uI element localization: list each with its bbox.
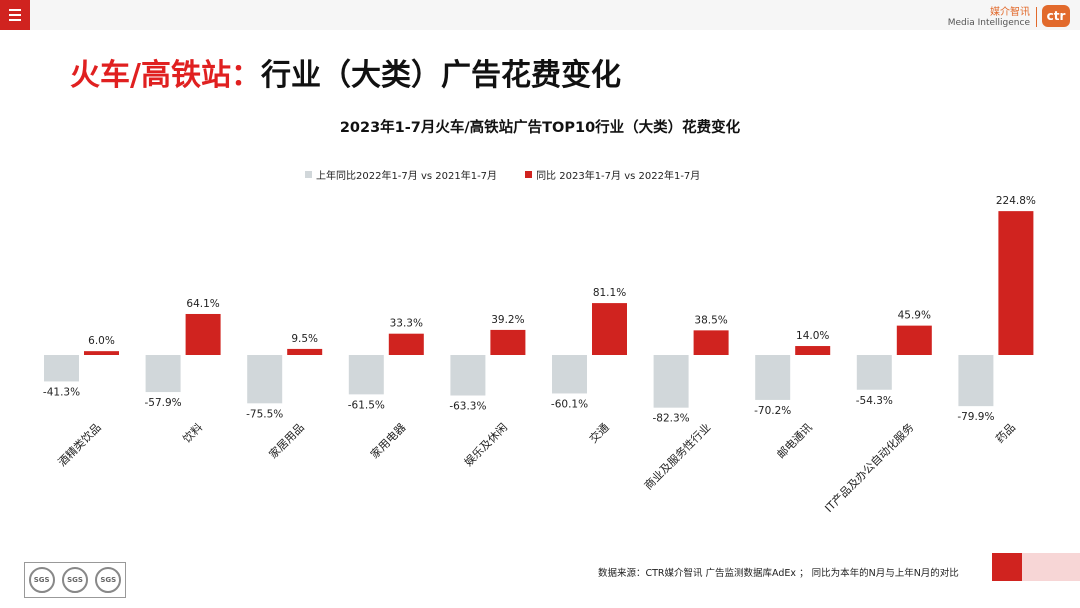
label-curr-9: 224.8%	[996, 195, 1036, 207]
legend-label-curr: 同比 2023年1-7月 vs 2022年1-7月	[536, 171, 701, 182]
label-prev-7: -70.2%	[754, 405, 791, 417]
bar-curr-5	[592, 303, 627, 355]
legend-label-prev: 上年同比2022年1-7月 vs 2021年1-7月	[316, 171, 498, 182]
top-bar: 媒介智讯 Media Intelligence ctr	[0, 0, 1080, 30]
bar-curr-4	[490, 329, 526, 355]
bar-prev-6	[653, 355, 689, 408]
footer-pink-block	[1022, 553, 1080, 581]
bar-curr-7	[795, 346, 831, 355]
chart-legend: 上年同比2022年1-7月 vs 2021年1-7月 同比 2023年1-7月 …	[305, 167, 700, 182]
footer-red-block	[992, 553, 1022, 581]
chart-title: 2023年1-7月火车/高铁站广告TOP10行业（大类）花费变化	[339, 120, 741, 136]
label-prev-9: -79.9%	[957, 411, 994, 423]
bar-curr-0	[84, 351, 119, 355]
bar-curr-6	[693, 330, 729, 355]
label-prev-2: -75.5%	[246, 408, 283, 420]
label-curr-0: 6.0%	[88, 335, 115, 347]
bar-curr-2	[287, 348, 323, 355]
bar-curr-8	[896, 325, 932, 355]
category-label-6: 商业及服务性行业	[641, 420, 713, 492]
category-label-3: 家用电器	[367, 420, 408, 461]
category-label-4: 娱乐及休闲	[461, 420, 510, 469]
brand-text: 媒介智讯 Media Intelligence	[948, 7, 1030, 29]
category-label-9: 药品	[993, 421, 1018, 446]
bar-curr-1	[185, 313, 221, 355]
legend-item-prev: 上年同比2022年1-7月 vs 2021年1-7月	[305, 167, 497, 182]
bar-curr-3	[388, 333, 424, 355]
category-label-2: 家居用品	[266, 420, 307, 461]
label-prev-6: -82.3%	[653, 413, 690, 425]
sgs-badge-icon: SGS	[28, 567, 55, 593]
certification-badges: SGS SGS SGS	[24, 562, 126, 598]
label-prev-3: -61.5%	[348, 399, 385, 411]
label-prev-5: -60.1%	[551, 398, 588, 410]
bar-curr-9	[998, 211, 1034, 355]
bar-prev-5	[552, 355, 587, 394]
page-title-highlight: 火车/高铁站	[70, 58, 231, 93]
label-curr-3: 33.3%	[390, 318, 423, 330]
data-source-note: 数据来源：CTR媒介智讯 广告监测数据库AdEx ； 同比为本年的N月与上年N月…	[598, 568, 959, 579]
category-label-8: IT产品及办公自动化服务	[822, 420, 917, 515]
bar-prev-0	[44, 355, 79, 382]
label-prev-0: -41.3%	[43, 386, 80, 398]
ctr-logo: ctr	[1042, 5, 1070, 27]
bar-prev-1	[145, 355, 181, 393]
label-prev-4: -63.3%	[449, 401, 486, 413]
category-label-0: 酒精类饮品	[55, 420, 104, 469]
category-label-1: 饮料	[180, 420, 205, 445]
label-curr-7: 14.0%	[796, 330, 829, 342]
brand-divider	[1036, 7, 1037, 27]
label-curr-1: 64.1%	[186, 298, 219, 310]
label-prev-1: -57.9%	[145, 397, 182, 409]
legend-swatch-prev	[305, 171, 312, 178]
label-curr-4: 39.2%	[491, 314, 524, 326]
sgs-badge-icon: SGS	[95, 567, 122, 593]
label-curr-8: 45.9%	[898, 310, 931, 322]
bar-prev-8	[856, 355, 892, 390]
bar-prev-9	[958, 355, 994, 407]
bar-prev-3	[348, 355, 384, 395]
bar-prev-4	[450, 355, 486, 396]
page-title: 火车/高铁站：行业（大类）广告花费变化	[70, 50, 621, 94]
label-curr-6: 38.5%	[694, 314, 727, 326]
label-curr-2: 9.5%	[291, 333, 318, 345]
page-title-rest: 行业（大类）广告花费变化	[260, 58, 621, 93]
menu-icon[interactable]	[0, 0, 30, 30]
category-label-5: 交通	[586, 420, 611, 445]
legend-swatch-curr	[525, 171, 533, 178]
brand-name-cn: 媒介智讯	[990, 7, 1030, 18]
legend-item-curr: 同比 2023年1-7月 vs 2022年1-7月	[525, 167, 700, 182]
label-curr-5: 81.1%	[593, 287, 626, 299]
page-title-colon: ：	[230, 58, 261, 93]
bar-prev-2	[247, 355, 283, 404]
sgs-badge-icon: SGS	[61, 567, 88, 593]
brand-name-en: Media Intelligence	[947, 18, 1030, 28]
category-label-7: 邮电通讯	[775, 421, 815, 461]
bar-prev-7	[755, 355, 791, 400]
label-prev-8: -54.3%	[856, 395, 893, 407]
